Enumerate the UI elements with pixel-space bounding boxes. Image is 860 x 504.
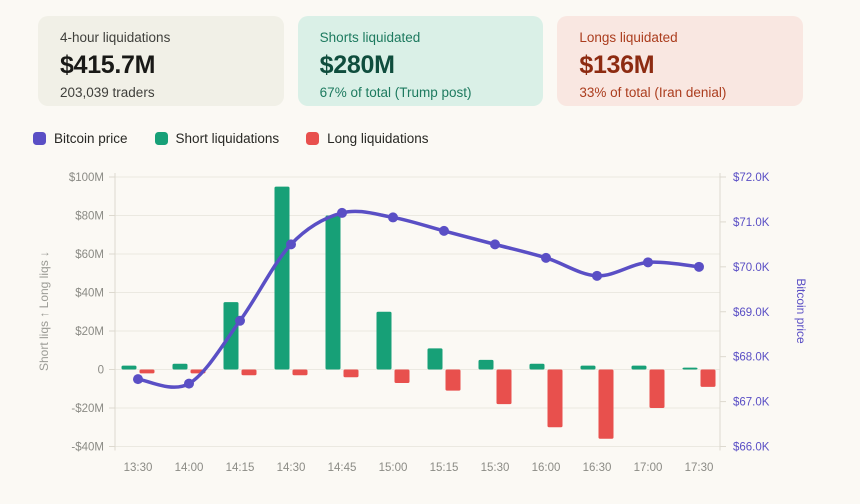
short-liq-bar xyxy=(631,365,647,370)
svg-text:17:00: 17:00 xyxy=(634,462,663,474)
card-longs-liquidated: Longs liquidated $136M 33% of total (Ira… xyxy=(557,16,804,106)
card-label: Longs liquidated xyxy=(579,30,678,45)
short-liq-bar xyxy=(580,365,596,370)
svg-text:14:15: 14:15 xyxy=(226,462,255,474)
svg-text:14:30: 14:30 xyxy=(277,462,306,474)
svg-text:16:00: 16:00 xyxy=(532,462,561,474)
svg-text:15:30: 15:30 xyxy=(481,462,510,474)
card-subtext: 203,039 traders xyxy=(60,84,155,100)
svg-text:$80M: $80M xyxy=(75,211,104,223)
svg-text:$67.0K: $67.0K xyxy=(733,397,770,409)
svg-text:15:15: 15:15 xyxy=(430,462,459,474)
svg-text:14:45: 14:45 xyxy=(328,462,357,474)
card-shorts-liquidated: Shorts liquidated $280M 67% of total (Tr… xyxy=(297,16,544,106)
price-point xyxy=(337,207,347,218)
svg-text:16:30: 16:30 xyxy=(583,462,612,474)
x-axis-tick-labels: 13:30 14:00 14:15 14:30 14:45 15:00 15:15 15:30… xyxy=(124,462,714,474)
svg-text:0: 0 xyxy=(98,365,104,377)
svg-text:$100M: $100M xyxy=(69,172,104,184)
left-axis-tick-labels: $100M $80M $60M $40M $20M 0 -$20M -$40M xyxy=(69,172,104,454)
svg-text:-$40M: -$40M xyxy=(71,442,104,454)
left-axis-title: Short liqs ↑ Long liqs ↓ xyxy=(37,251,51,371)
short-liq-bar xyxy=(172,363,188,370)
long-liq-bar xyxy=(139,369,155,374)
legend-label: Short liquidations xyxy=(175,131,280,146)
bitcoin-price-swatch-icon xyxy=(33,132,46,145)
legend-label: Bitcoin price xyxy=(54,131,128,146)
short-liq-bar xyxy=(682,367,698,370)
long-liq-bar xyxy=(598,369,614,439)
svg-text:$68.0K: $68.0K xyxy=(733,352,770,364)
long-liquidations-swatch-icon xyxy=(306,132,320,145)
short-liq-bar xyxy=(427,348,443,370)
short-liq-bar xyxy=(529,363,545,370)
svg-text:$40M: $40M xyxy=(75,288,104,300)
svg-text:-$20M: -$20M xyxy=(71,403,104,415)
short-liq-bar xyxy=(274,186,290,370)
legend-item-short-liquidations: Short liquidations xyxy=(154,131,280,146)
bitcoin-price-points xyxy=(133,207,704,389)
card-value: $415.7M xyxy=(60,50,156,79)
long-liq-bar xyxy=(343,369,359,378)
long-liq-bar xyxy=(241,369,257,376)
right-axis-tick-labels: $72.0K $71.0K $70.0K $69.0K $68.0K $67.0K $66.… xyxy=(733,172,770,454)
price-point xyxy=(235,315,245,326)
long-liq-bar xyxy=(547,369,563,428)
svg-text:$66.0K: $66.0K xyxy=(733,442,770,454)
bitcoin-price-line xyxy=(136,209,701,389)
svg-text:$72.0K: $72.0K xyxy=(733,172,770,184)
short-liq-bar xyxy=(478,359,494,370)
short-liq-bar xyxy=(325,215,341,370)
long-liq-bar xyxy=(292,369,308,376)
legend-item-long-liquidations: Long liquidations xyxy=(306,131,428,146)
svg-text:$69.0K: $69.0K xyxy=(733,307,770,319)
long-liq-bar xyxy=(394,369,410,383)
price-point xyxy=(541,252,551,263)
price-point xyxy=(694,261,704,272)
long-liq-bar xyxy=(649,369,665,408)
price-point xyxy=(643,257,653,268)
card-subtext: 67% of total (Trump post) xyxy=(319,84,472,100)
svg-text:15:00: 15:00 xyxy=(379,462,408,474)
short-liquidation-bars xyxy=(121,186,698,370)
card-value: $280M xyxy=(319,50,395,79)
long-liq-bar xyxy=(445,369,461,391)
long-liquidation-bars xyxy=(139,369,716,439)
svg-text:$60M: $60M xyxy=(75,249,104,261)
svg-text:$20M: $20M xyxy=(75,326,104,338)
card-value: $136M xyxy=(579,50,655,79)
card-label: Shorts liquidated xyxy=(319,30,421,45)
svg-text:$70.0K: $70.0K xyxy=(733,262,770,274)
stat-cards: 4-hour liquidations $415.7M 203,039 trad… xyxy=(38,16,804,106)
price-point xyxy=(592,270,602,281)
svg-text:13:30: 13:30 xyxy=(124,462,153,474)
price-point xyxy=(388,212,398,223)
price-point xyxy=(184,378,194,389)
long-liq-bar xyxy=(496,369,512,405)
right-axis-title: Bitcoin price xyxy=(794,278,808,344)
legend-item-bitcoin-price: Bitcoin price xyxy=(33,131,128,146)
svg-text:14:00: 14:00 xyxy=(175,462,204,474)
gridlines xyxy=(109,176,726,447)
svg-text:17:30: 17:30 xyxy=(685,462,714,474)
price-point xyxy=(286,239,296,250)
card-label: 4-hour liquidations xyxy=(60,30,171,45)
legend-label: Long liquidations xyxy=(327,131,429,146)
price-point xyxy=(490,239,500,250)
short-liquidations-swatch-icon xyxy=(154,132,168,145)
card-subtext: 33% of total (Iran denial) xyxy=(579,84,727,100)
svg-text:$71.0K: $71.0K xyxy=(733,217,770,229)
short-liq-bar xyxy=(376,311,392,370)
chart-legend: Bitcoin price Short liquidations Long li… xyxy=(33,131,428,146)
price-point xyxy=(133,374,143,385)
card-total-liquidations: 4-hour liquidations $415.7M 203,039 trad… xyxy=(38,16,284,106)
short-liq-bar xyxy=(121,365,137,370)
price-point xyxy=(439,225,449,236)
long-liq-bar xyxy=(700,369,716,387)
